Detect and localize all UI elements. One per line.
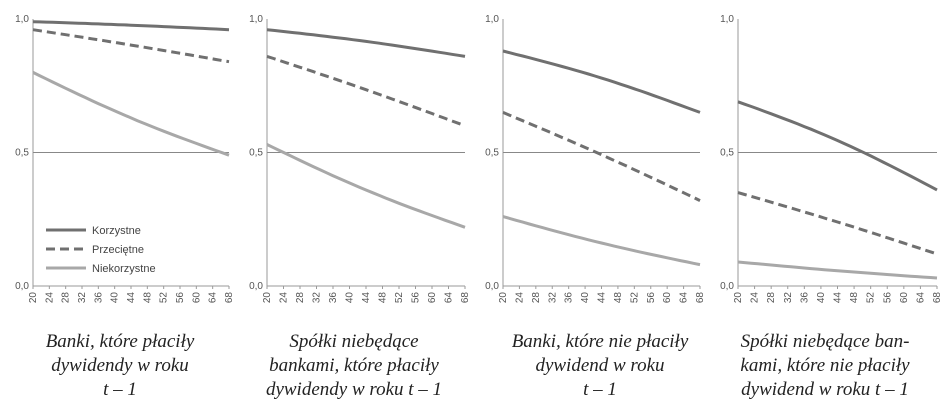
- caption-line: dywidend w roku t – 1: [741, 379, 909, 400]
- charts-canvas: 0,0 0,5 1,0 20 24 28 32 36 40 44 48 52 56 60 64 68 0,0 0,…: [15, 14, 942, 304]
- x-tick-label: 60: [191, 292, 202, 304]
- y-tick-label: 0,0: [15, 281, 29, 292]
- x-tick-label: 52: [159, 292, 170, 304]
- x-tick-label: 52: [394, 292, 405, 304]
- series-line-niekorzystne: [737, 260, 938, 280]
- x-tick-label: 56: [411, 292, 422, 304]
- series-line-przecitne: [737, 191, 938, 256]
- x-tick-label: 32: [312, 292, 323, 304]
- x-tick-label: 52: [866, 292, 877, 304]
- x-tick-label: 68: [695, 292, 706, 304]
- x-tick-label: 64: [679, 292, 690, 304]
- x-tick-label: 20: [733, 292, 744, 304]
- x-tick-label: 40: [816, 292, 827, 304]
- series-line-przecitne: [502, 111, 701, 202]
- caption-line: t – 1: [583, 379, 617, 400]
- y-tick-label: 1,0: [720, 14, 734, 25]
- caption-line: bankami, które płaciły: [269, 355, 439, 376]
- x-tick-label: 60: [899, 292, 910, 304]
- x-tick-label: 28: [61, 292, 72, 304]
- series-line-niekorzystne: [266, 143, 466, 229]
- x-tick-label: 68: [460, 292, 471, 304]
- x-tick-label: 24: [279, 292, 290, 304]
- y-tick-label: 0,0: [485, 281, 499, 292]
- caption-line: Spółki niebędące: [289, 331, 419, 352]
- x-tick-label: 60: [662, 292, 673, 304]
- series-line-niekorzystne: [32, 71, 230, 157]
- x-tick-label: 40: [580, 292, 591, 304]
- x-tick-label: 20: [262, 292, 273, 304]
- caption-line: dywidend w roku: [535, 355, 665, 376]
- x-tick-label: 40: [345, 292, 356, 304]
- series-line-przecitne: [266, 54, 466, 128]
- caption-line: dywidendy w roku: [51, 355, 189, 376]
- x-tick-label: 28: [766, 292, 777, 304]
- y-tick-label: 0,5: [485, 148, 499, 159]
- x-tick-label: 60: [427, 292, 438, 304]
- x-tick-label: 20: [498, 292, 509, 304]
- y-tick-label: 1,0: [249, 14, 263, 25]
- legend-label: Niekorzystne: [92, 263, 156, 275]
- series-line-niekorzystne: [502, 215, 701, 267]
- caption-line: kami, które nie płaciły: [740, 355, 910, 376]
- x-tick-label: 52: [629, 292, 640, 304]
- y-tick-label: 1,0: [15, 14, 29, 25]
- y-tick-label: 0,5: [15, 148, 29, 159]
- caption-panel-2: Spółki niebędące bankami, które płaciły …: [239, 330, 469, 407]
- caption-line: t – 1: [103, 379, 137, 400]
- caption-panel-1: Banki, które płaciły dywidendy w roku t …: [5, 330, 235, 407]
- caption-panel-4: Spółki niebędące ban- kami, które nie pł…: [710, 330, 940, 407]
- caption-line: Banki, które nie płaciły: [511, 331, 689, 352]
- series-line-korzystne: [266, 28, 466, 58]
- caption-line: Banki, które płaciły: [45, 331, 195, 352]
- x-tick-label: 56: [175, 292, 186, 304]
- x-tick-label: 44: [597, 292, 608, 304]
- x-tick-label: 32: [547, 292, 558, 304]
- x-tick-label: 44: [833, 292, 844, 304]
- x-tick-label: 20: [28, 292, 39, 304]
- x-tick-label: 48: [378, 292, 389, 304]
- x-tick-label: 36: [328, 292, 339, 304]
- x-tick-label: 28: [531, 292, 542, 304]
- x-tick-label: 24: [44, 292, 55, 304]
- x-tick-label: 24: [514, 292, 525, 304]
- legend-label: Przeciętne: [92, 244, 144, 256]
- x-tick-label: 44: [361, 292, 372, 304]
- x-tick-label: 64: [915, 292, 926, 304]
- y-tick-label: 0,0: [720, 281, 734, 292]
- x-tick-label: 36: [799, 292, 810, 304]
- caption-line: dywidendy w roku t – 1: [265, 379, 443, 400]
- caption-panel-3: Banki, które nie płaciły dywidend w roku…: [485, 330, 715, 407]
- series-line-korzystne: [502, 49, 701, 114]
- y-tick-label: 1,0: [485, 14, 499, 25]
- x-tick-label: 40: [110, 292, 121, 304]
- x-tick-label: 48: [142, 292, 153, 304]
- series-line-korzystne: [737, 100, 938, 192]
- y-tick-label: 0,5: [720, 148, 734, 159]
- series-line-przecitne: [32, 28, 230, 64]
- legend-label: Korzystne: [92, 225, 141, 237]
- x-tick-label: 32: [77, 292, 88, 304]
- series-line-korzystne: [32, 20, 230, 32]
- x-tick-label: 44: [126, 292, 137, 304]
- x-tick-label: 56: [646, 292, 657, 304]
- x-tick-label: 36: [93, 292, 104, 304]
- x-tick-label: 68: [224, 292, 235, 304]
- x-tick-label: 56: [882, 292, 893, 304]
- caption-line: Spółki niebędące ban-: [740, 331, 910, 352]
- x-tick-label: 32: [783, 292, 794, 304]
- x-tick-label: 48: [849, 292, 860, 304]
- y-tick-label: 0,5: [249, 148, 263, 159]
- x-tick-label: 24: [750, 292, 761, 304]
- x-tick-label: 28: [295, 292, 306, 304]
- x-tick-label: 36: [564, 292, 575, 304]
- x-tick-label: 68: [932, 292, 942, 304]
- x-tick-label: 64: [444, 292, 455, 304]
- y-tick-label: 0,0: [249, 281, 263, 292]
- x-tick-label: 48: [613, 292, 624, 304]
- x-tick-label: 64: [208, 292, 219, 304]
